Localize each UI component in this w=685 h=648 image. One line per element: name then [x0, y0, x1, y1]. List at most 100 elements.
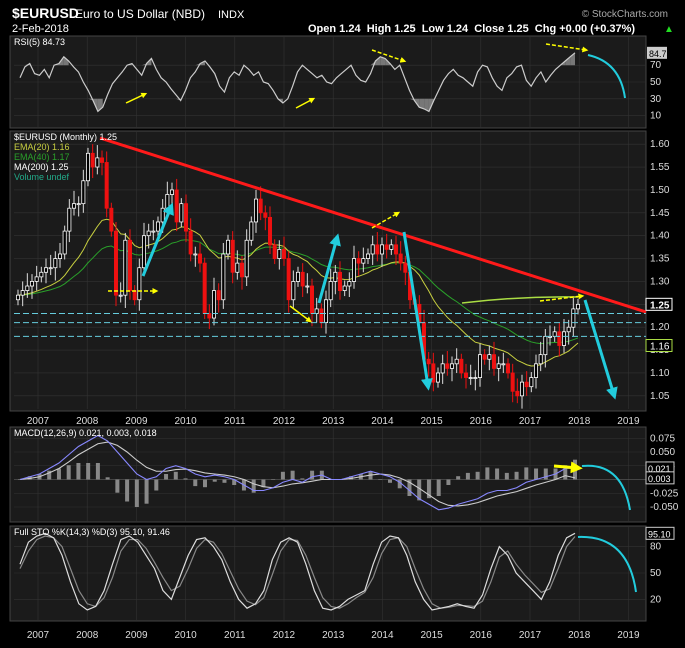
macd-histogram-bar — [212, 479, 217, 482]
candle — [20, 290, 25, 296]
candle — [393, 244, 398, 255]
year-tick-label: 2007 — [27, 630, 50, 641]
rsi-tick-label: 50 — [650, 77, 662, 88]
year-tick-label: 2009 — [125, 416, 148, 427]
candle — [309, 285, 314, 314]
candle — [552, 331, 557, 337]
candle — [398, 253, 403, 264]
date-label: 2-Feb-2018 — [12, 23, 69, 35]
candle — [100, 157, 105, 163]
macd-histogram-bar — [465, 472, 470, 480]
candle — [249, 221, 254, 241]
candle — [435, 372, 440, 383]
rsi-projection-curve — [587, 54, 626, 99]
candle — [104, 162, 109, 209]
candle — [538, 354, 543, 365]
macd-histogram-bar — [56, 468, 61, 480]
year-tick-label: 2016 — [470, 630, 493, 641]
candle — [356, 258, 361, 264]
watermark: © StockCharts.com — [582, 9, 668, 20]
candle — [300, 271, 305, 287]
rsi-yellow-arrow — [295, 97, 316, 109]
candle — [389, 244, 394, 250]
candle — [48, 267, 53, 270]
macd-histogram-bar — [407, 479, 412, 496]
candle — [491, 354, 496, 369]
candle — [337, 271, 342, 291]
candle — [253, 198, 258, 223]
candle — [365, 253, 370, 259]
candle — [137, 267, 142, 301]
macd-histogram-bar — [76, 463, 81, 480]
candle — [463, 372, 468, 378]
yellow-arrow — [539, 293, 585, 302]
price-tick-label: 1.30 — [650, 276, 670, 287]
price-legend: $EURUSD (Monthly) 1.25 EMA(20) 1.16 EMA(… — [14, 132, 117, 182]
candle — [305, 285, 310, 288]
candle — [323, 299, 328, 324]
candle — [501, 363, 506, 366]
price-tick-label: 1.55 — [650, 162, 670, 173]
candle — [25, 285, 30, 291]
candle — [39, 271, 44, 278]
candle — [263, 212, 268, 218]
candle — [543, 335, 548, 356]
candle — [426, 358, 431, 365]
candle — [155, 221, 160, 232]
price-tick-label: 1.50 — [650, 185, 670, 196]
macd-histogram-bar — [310, 470, 315, 480]
rsi-tick-label: 10 — [650, 111, 662, 122]
candle — [169, 189, 174, 195]
macd-histogram-bar — [495, 468, 500, 480]
macd-histogram-bar — [534, 468, 539, 480]
candle — [361, 258, 366, 264]
candle — [342, 285, 347, 291]
candle — [235, 262, 240, 273]
year-tick-label: 2015 — [420, 416, 443, 427]
rsi-yellow-arrow — [125, 92, 148, 104]
sto-value-tag-text: 95.10 — [648, 529, 671, 539]
candle — [468, 377, 473, 379]
sto-panel — [9, 525, 647, 622]
macd-histogram-bar — [183, 478, 188, 480]
macd-layer — [18, 434, 631, 511]
candle — [225, 239, 230, 255]
candle — [403, 262, 408, 273]
candle — [566, 326, 571, 333]
symbol-title: $EURUSD — [12, 5, 79, 21]
legend-ema20: EMA(20) 1.16 — [14, 142, 70, 152]
axes: 2007200720082008200920092010201020112011… — [27, 46, 679, 641]
candle — [58, 253, 63, 259]
candle — [90, 152, 95, 168]
candle — [72, 203, 77, 209]
candle — [515, 390, 520, 397]
macd-histogram-bar — [573, 459, 577, 480]
candle — [146, 230, 151, 237]
price-tag-ema — [645, 339, 673, 353]
candle — [132, 290, 137, 301]
macd-value-tag-text: 0.003 — [648, 474, 671, 484]
year-tick-label: 2010 — [174, 630, 197, 641]
macd-histogram-bar — [504, 472, 509, 480]
sto-legend: Full STO %K(14,3) %D(3) 95.10, 91.46 — [14, 527, 170, 537]
macd-histogram-bar — [105, 477, 110, 480]
sto-d-line — [19, 535, 576, 609]
year-tick-label: 2018 — [568, 630, 591, 641]
sto-value-tag — [645, 526, 675, 540]
ema40-line — [17, 239, 579, 345]
candle — [459, 358, 464, 374]
year-tick-label: 2012 — [273, 416, 296, 427]
candle — [53, 258, 58, 269]
candle — [440, 363, 445, 374]
candle — [286, 258, 291, 301]
macd-histogram-bar — [95, 463, 100, 480]
year-tick-label: 2013 — [322, 416, 345, 427]
macd-histogram-bar — [485, 467, 490, 480]
price-tag-last — [645, 297, 673, 311]
price-tag-last-text: 1.25 — [650, 300, 670, 311]
candle — [328, 281, 333, 301]
candle — [370, 244, 375, 255]
candle — [44, 267, 49, 273]
macd-value-tag — [645, 471, 675, 485]
candle — [571, 308, 576, 328]
